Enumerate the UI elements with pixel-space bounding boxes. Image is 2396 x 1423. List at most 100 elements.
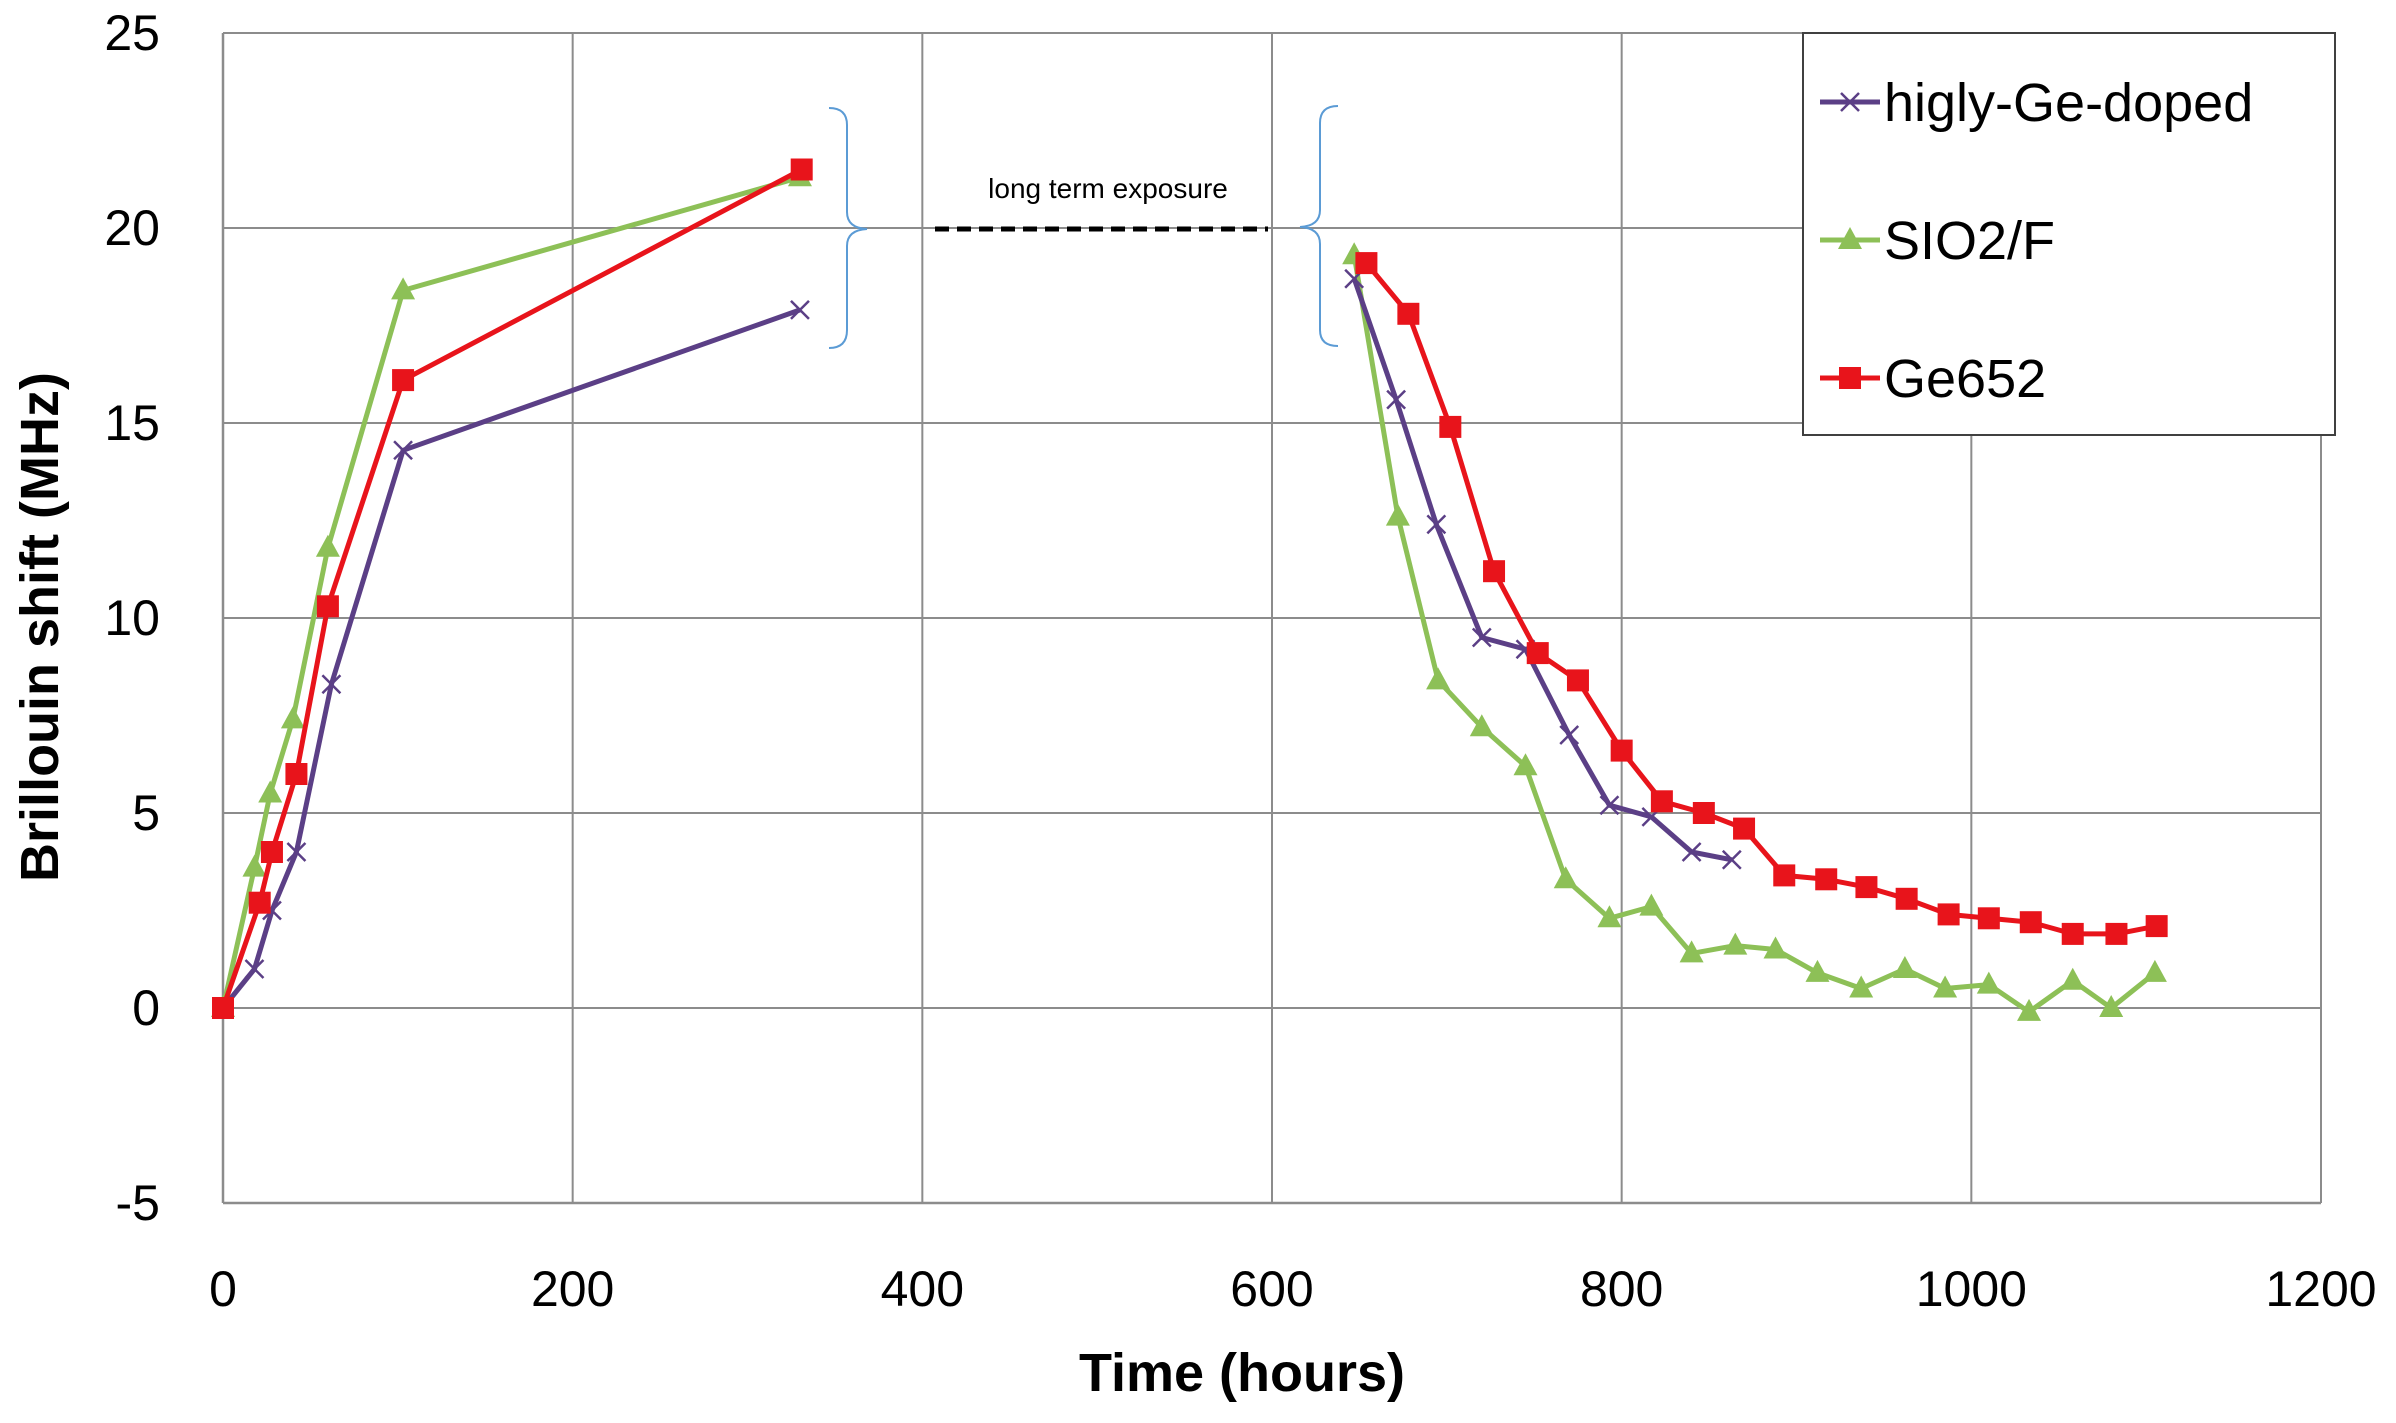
y-tick-label: 25 [104, 5, 160, 61]
legend-item-higly-Ge-doped: higly-Ge-doped [1820, 73, 2253, 133]
data-point-SIO2/F [242, 854, 267, 877]
data-point-higly-Ge-doped [1471, 627, 1492, 648]
legend-swatch-marker [1839, 367, 1861, 389]
data-point-SIO2/F [1513, 753, 1538, 776]
data-point-SIO2/F [1933, 975, 1958, 998]
y-tick-label: -5 [116, 1175, 160, 1231]
axes: 0 200 400 600 800 1000 1200 -5 0 5 10 15 20 25 [104, 5, 2376, 1317]
series-higly-Ge-doped [213, 268, 1742, 1018]
series-line-SIO2/F [220, 174, 801, 1009]
data-point-Ge652 [1773, 864, 1796, 887]
x-tick-label: 600 [1230, 1261, 1313, 1317]
data-point-Ge652 [1855, 876, 1878, 899]
data-point-Ge652 [1692, 802, 1715, 824]
series-SIO2/F [211, 164, 2167, 1021]
data-point-higly-Ge-doped [321, 674, 342, 695]
data-point-Ge652 [1610, 739, 1633, 762]
data-point-SIO2/F [1385, 503, 1410, 526]
data-point-higly-Ge-doped [1599, 795, 1620, 816]
data-point-Ge652 [1937, 903, 1960, 926]
data-point-higly-Ge-doped [393, 440, 413, 461]
data-point-SIO2/F [1849, 975, 1874, 998]
data-point-Ge652 [1355, 252, 1378, 275]
data-point-SIO2/F [2142, 959, 2167, 982]
data-point-higly-Ge-doped [1721, 849, 1742, 870]
legend-label: SIO2/F [1884, 211, 2055, 271]
data-point-Ge652 [1483, 560, 1506, 583]
data-point-SIO2/F [1639, 893, 1664, 916]
annotation-label: long term exposure [988, 173, 1228, 204]
data-point-Ge652 [1650, 790, 1673, 813]
data-point-higly-Ge-doped [286, 842, 307, 862]
data-point-Ge652 [1526, 642, 1549, 665]
data-point-Ge652 [2145, 915, 2168, 938]
data-point-Ge652 [1566, 669, 1589, 692]
data-point-SIO2/F [1553, 866, 1578, 889]
data-point-SIO2/F [2060, 967, 2085, 990]
data-point-SIO2/F [1892, 956, 1917, 978]
data-point-SIO2/F [1976, 971, 2001, 994]
data-point-Ge652 [248, 891, 271, 914]
left-brace [828, 107, 868, 349]
data-point-SIO2/F [315, 534, 340, 557]
right-brace [1299, 105, 1339, 347]
data-point-higly-Ge-doped [244, 959, 265, 979]
data-point-SIO2/F [280, 706, 305, 729]
series-line-Ge652 [220, 167, 803, 1009]
data-point-Ge652 [392, 369, 415, 392]
legend-label: higly-Ge-doped [1884, 73, 2253, 133]
data-point-Ge652 [790, 158, 813, 181]
legend-box [1802, 32, 2336, 436]
data-point-Ge652 [316, 595, 339, 618]
y-tick-label: 10 [104, 590, 160, 646]
data-point-SIO2/F [1597, 905, 1622, 928]
data-point-Ge652 [2019, 911, 2042, 934]
data-point-SIO2/F [391, 277, 416, 300]
y-tick-label: 20 [104, 200, 160, 256]
data-point-Ge652 [1733, 817, 1756, 840]
long-term-exposure-annotation: long term exposure [828, 105, 1339, 349]
legend-swatch-marker [1838, 227, 1862, 249]
legend: higly-Ge-doped SIO2/F Ge652 [1802, 32, 2336, 436]
x-tick-label: 1200 [2265, 1261, 2376, 1317]
legend-label: Ge652 [1884, 349, 2046, 409]
data-point-Ge652 [1977, 907, 2000, 930]
x-axis-title: Time (hours) [1079, 1343, 1405, 1403]
y-tick-label: 15 [104, 395, 160, 451]
data-point-Ge652 [1895, 887, 1918, 910]
data-point-Ge652 [285, 763, 308, 785]
data-point-Ge652 [1815, 868, 1838, 891]
y-tick-label: 0 [132, 980, 160, 1036]
data-point-higly-Ge-doped [1426, 514, 1447, 535]
x-tick-label: 800 [1580, 1261, 1663, 1317]
data-point-SIO2/F [258, 780, 283, 803]
series-line-higly-Ge-doped [1351, 277, 1733, 863]
data-point-SIO2/F [1805, 959, 1830, 982]
data-point-Ge652 [1439, 415, 1462, 438]
data-point-Ge652 [260, 841, 283, 863]
data-point-Ge652 [1397, 302, 1420, 325]
x-tick-label: 0 [209, 1261, 237, 1317]
series-line-higly-Ge-doped [221, 307, 801, 1010]
x-tick-label: 1000 [1916, 1261, 2027, 1317]
data-point-SIO2/F [1426, 667, 1451, 690]
legend-swatch-marker [1840, 92, 1860, 112]
data-point-Ge652 [2105, 922, 2128, 945]
series [211, 158, 2168, 1021]
legend-item-Ge652: Ge652 [1820, 349, 2046, 409]
y-tick-label: 5 [132, 785, 160, 841]
legend-item-SIO2/F: SIO2/F [1820, 211, 2055, 271]
data-point-SIO2/F [1763, 936, 1788, 959]
data-point-SIO2/F [2017, 998, 2042, 1021]
data-point-SIO2/F [1679, 940, 1704, 963]
x-tick-label: 400 [881, 1261, 964, 1317]
data-point-higly-Ge-doped [1559, 725, 1580, 745]
data-point-higly-Ge-doped [1386, 389, 1407, 410]
data-point-SIO2/F [1723, 932, 1748, 955]
data-point-SIO2/F [2099, 995, 2124, 1017]
data-point-SIO2/F [1469, 714, 1494, 737]
series-Ge652 [212, 158, 2168, 1019]
data-point-higly-Ge-doped [1681, 842, 1702, 862]
data-point-Ge652 [212, 997, 234, 1019]
